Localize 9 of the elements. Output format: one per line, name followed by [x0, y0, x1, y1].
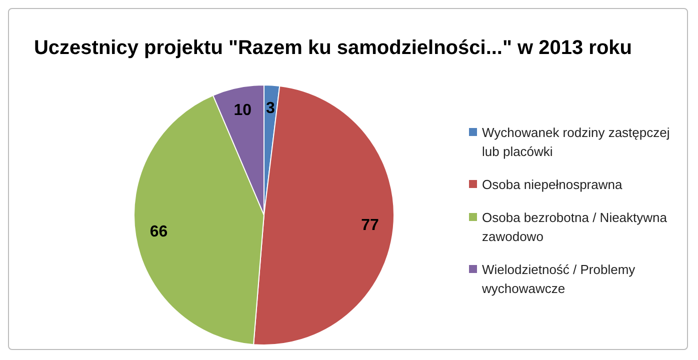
legend-label: Osoba bezrobotna / Nieaktywna zawodowo — [482, 208, 668, 246]
chart-title: Uczestnicy projektu "Razem ku samodzielności..." w 2013 roku — [32, 37, 634, 61]
legend-label: Wychowanek rodziny zastępczej lub placówki — [482, 124, 671, 160]
data-label: 66 — [150, 224, 168, 241]
data-label: 77 — [361, 217, 380, 234]
data-label: 3 — [266, 100, 275, 118]
data-label: 10 — [234, 102, 252, 120]
legend-label: Osoba niepełnosprawna — [482, 176, 622, 194]
legend-label: Wielodzietność / Problemy wychowawcze — [482, 260, 636, 298]
